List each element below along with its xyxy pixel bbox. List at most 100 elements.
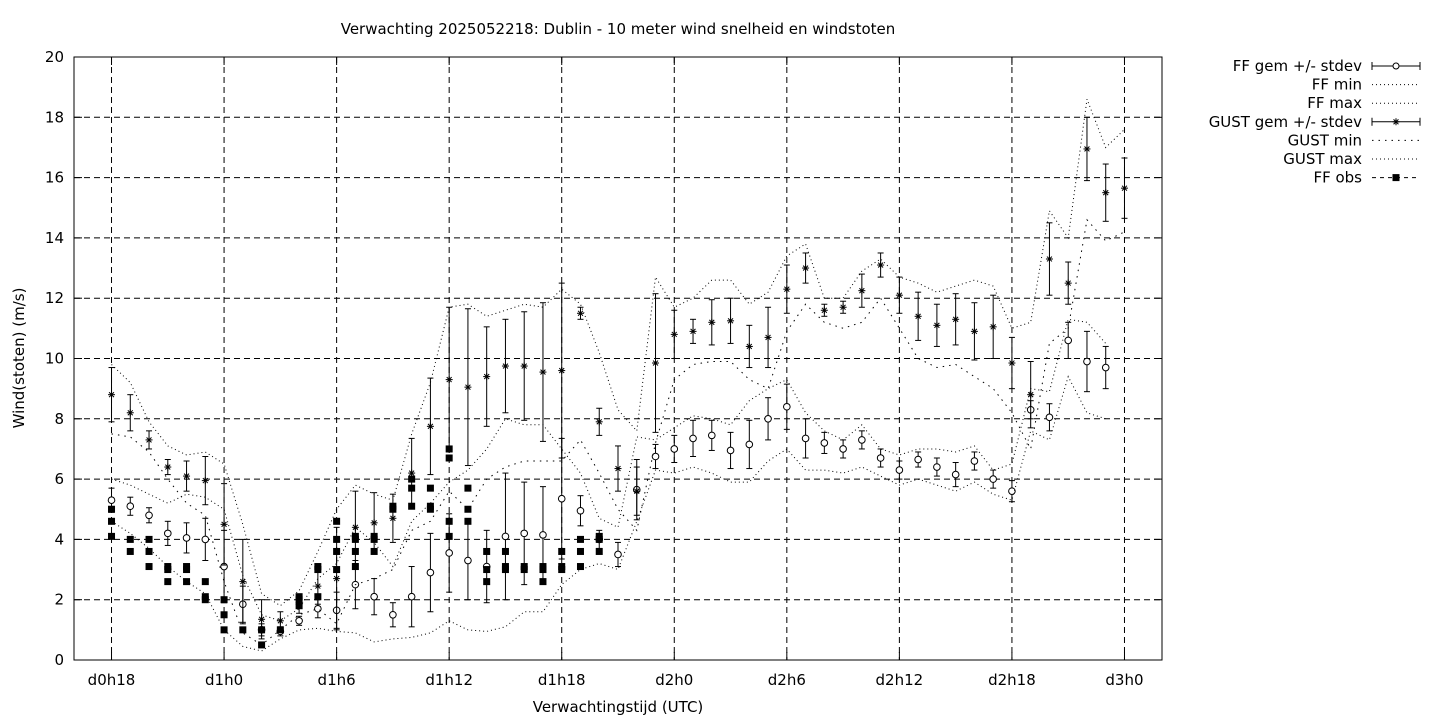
star-stroke	[258, 616, 265, 623]
error-bar	[689, 318, 697, 344]
error-bar	[651, 443, 660, 470]
series-line	[111, 318, 1107, 622]
series-point-circle	[858, 436, 866, 444]
axes: 0 2 4 6 8 10 12 14 16 18 20 d0h18 d1h0 d1h6 d1h12 d1h18…	[45, 48, 1162, 689]
obs-point-square	[426, 505, 434, 513]
series-point-star	[126, 409, 134, 417]
series-point-circle	[689, 434, 697, 443]
obs-point-square	[576, 547, 584, 555]
error-bar	[614, 445, 622, 492]
series-point-circle	[614, 550, 622, 559]
error-bar	[858, 430, 866, 450]
series-point-star	[708, 318, 716, 326]
legend-entry: FF gem +/- stdev	[1233, 57, 1421, 75]
obs-point-square	[220, 626, 228, 634]
error-bar	[914, 451, 922, 468]
star-stroke	[240, 578, 246, 585]
error-bar	[633, 466, 641, 516]
star-stroke	[183, 473, 190, 479]
series-point-circle	[1008, 487, 1016, 495]
y-tick-label: 14	[45, 229, 64, 247]
error-bar	[445, 513, 453, 593]
series-point-star	[1045, 255, 1053, 263]
error-bar	[727, 297, 735, 344]
error-bar	[1045, 222, 1053, 296]
star-stroke	[127, 409, 134, 416]
star-stroke	[352, 524, 359, 531]
series-point-circle	[464, 556, 472, 565]
legend-entry: FF obs	[1313, 169, 1420, 187]
y-tick-label: 4	[54, 530, 64, 548]
series-point-star	[464, 383, 472, 391]
error-bar	[970, 302, 978, 361]
series-point-star	[220, 520, 228, 528]
error-bar	[182, 522, 191, 554]
star-stroke	[1009, 360, 1015, 366]
series-point-circle	[707, 431, 716, 440]
error-bar	[145, 430, 153, 450]
obs-point-square	[464, 484, 472, 492]
series-point-circle	[163, 529, 172, 538]
obs-point-square	[595, 535, 603, 543]
error-bar	[839, 439, 847, 459]
legend-label: FF max	[1307, 94, 1362, 112]
series-point-star	[802, 264, 810, 272]
obs-point-square	[333, 535, 341, 543]
obs-point-square	[445, 445, 453, 453]
obs-point-square	[539, 566, 547, 574]
series-point-circle	[801, 434, 810, 443]
y-tick-label: 10	[45, 350, 64, 368]
obs-point-square	[576, 535, 584, 543]
obs-point-square	[408, 475, 416, 483]
error-bar	[333, 526, 341, 631]
error-bar	[445, 306, 453, 453]
series-line	[111, 218, 1125, 646]
obs-point-square	[539, 578, 547, 586]
obs-point-square	[520, 566, 528, 574]
series-point-circle	[933, 463, 941, 471]
star-stroke	[465, 384, 471, 390]
obs-point-square	[258, 641, 266, 649]
series-point-star	[689, 327, 697, 335]
series-point-star	[652, 359, 660, 367]
x-tick-label: d2h0	[655, 671, 693, 689]
series-point-star	[989, 323, 997, 331]
series-point-circle	[989, 475, 997, 483]
obs-point-square	[220, 596, 228, 604]
series-point-circle	[1064, 336, 1073, 345]
obs-point-square	[314, 566, 322, 574]
obs-point-square	[201, 596, 209, 604]
series-point-star	[1064, 279, 1072, 287]
star-stroke	[652, 360, 659, 366]
series-point-star	[933, 321, 941, 329]
obs-point-square	[108, 505, 116, 513]
star-stroke	[427, 423, 434, 430]
series-point-star	[670, 330, 678, 338]
error-bar	[801, 418, 810, 459]
obs-point-square	[351, 563, 359, 571]
y-axis-label: Wind(stoten) (m/s)	[10, 288, 28, 429]
error-bar	[1045, 403, 1054, 432]
series-point-star	[1008, 359, 1016, 367]
obs-point-square	[276, 626, 284, 634]
series-point-circle	[951, 470, 960, 479]
error-bar	[783, 383, 791, 430]
obs-point-square	[126, 547, 134, 555]
obs-point-square	[295, 596, 303, 604]
obs-point-square	[595, 547, 603, 555]
error-bar	[164, 459, 172, 476]
series-point-star	[858, 287, 866, 295]
obs-point-square	[126, 535, 134, 543]
obs-point-square	[239, 626, 247, 634]
series-point-star	[445, 376, 453, 384]
star-stroke	[202, 477, 209, 484]
star-stroke	[483, 373, 490, 380]
x-tick-label: d3h0	[1105, 671, 1143, 689]
data-series	[107, 99, 1128, 652]
star-stroke	[146, 437, 152, 443]
series-point-star	[239, 578, 247, 586]
error-bar	[895, 460, 904, 480]
obs-point-square	[258, 626, 266, 634]
series-point-star	[727, 317, 735, 325]
